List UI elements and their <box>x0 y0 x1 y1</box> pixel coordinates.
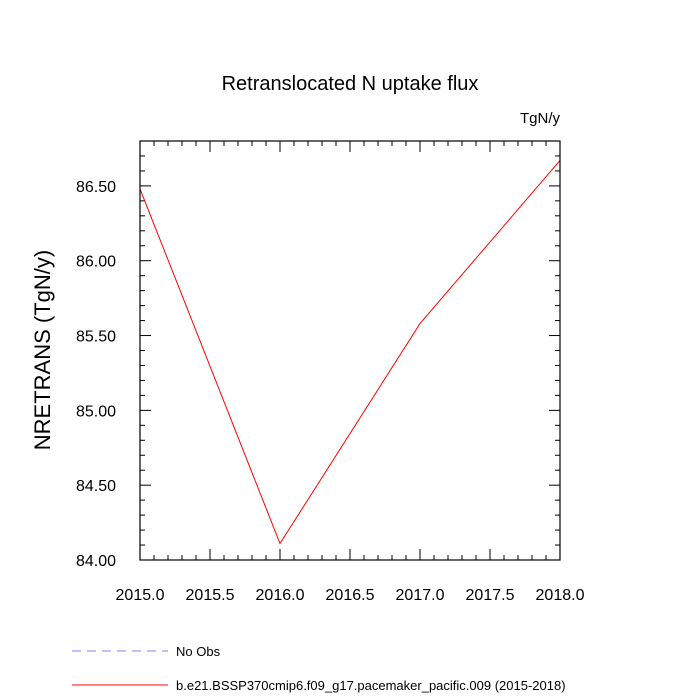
y-tick-label: 86.00 <box>76 254 116 271</box>
legend-label: b.e21.BSSP370cmip6.f09_g17.pacemaker_pac… <box>176 678 566 693</box>
x-tick-label: 2015.0 <box>116 587 165 604</box>
series-layer <box>139 160 561 545</box>
units-label: TgN/y <box>520 110 561 127</box>
x-tick-label: 2015.5 <box>186 587 235 604</box>
y-tick-label: 86.50 <box>76 179 116 196</box>
y-tick-label: 84.50 <box>76 478 116 495</box>
x-tick-label: 2017.5 <box>466 587 515 604</box>
x-tick-label: 2016.5 <box>326 587 375 604</box>
legend-label: No Obs <box>176 644 221 659</box>
series-line <box>139 160 561 545</box>
x-tick-label: 2018.0 <box>536 587 585 604</box>
axis-ticks <box>139 140 561 561</box>
legend: No Obs b.e21.BSSP370cmip6.f09_g17.pacemak… <box>72 644 566 693</box>
y-tick-label: 85.00 <box>76 403 116 420</box>
x-tick-label: 2016.0 <box>256 587 305 604</box>
y-axis-label: NRETRANS (TgN/y) <box>30 250 55 450</box>
chart-title: Retranslocated N uptake flux <box>222 73 479 95</box>
x-tick-label: 2017.0 <box>396 587 445 604</box>
y-tick-label: 84.00 <box>76 553 116 570</box>
plot-frame <box>139 140 561 561</box>
axis-tick-labels: 2015.0 2015.5 2016.0 2016.5 2017.0 2017.5 2018… <box>76 179 585 604</box>
y-tick-label: 85.50 <box>76 329 116 346</box>
